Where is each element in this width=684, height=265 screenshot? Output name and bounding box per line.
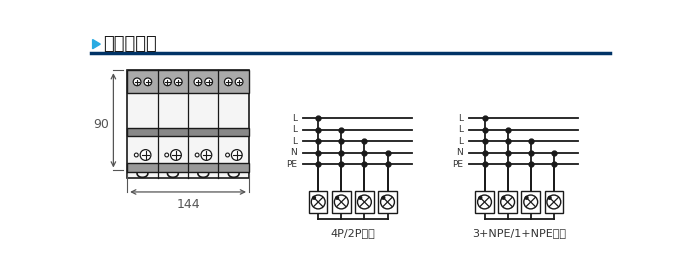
Circle shape — [205, 78, 213, 86]
Circle shape — [311, 195, 325, 209]
Text: 144: 144 — [176, 198, 200, 211]
Circle shape — [524, 195, 538, 209]
Bar — [544, 191, 563, 213]
Circle shape — [477, 195, 492, 209]
Circle shape — [170, 150, 181, 160]
Circle shape — [163, 78, 171, 86]
Bar — [127, 163, 249, 172]
Circle shape — [165, 153, 169, 157]
Bar — [355, 191, 373, 213]
Circle shape — [194, 78, 202, 86]
Circle shape — [336, 196, 339, 199]
Circle shape — [231, 150, 242, 160]
Bar — [127, 128, 249, 136]
Text: PE: PE — [452, 160, 463, 169]
Text: L: L — [458, 137, 463, 146]
Text: L: L — [458, 125, 463, 134]
Circle shape — [226, 153, 229, 157]
Bar — [378, 191, 397, 213]
Circle shape — [144, 78, 152, 86]
Bar — [499, 191, 517, 213]
Circle shape — [224, 78, 232, 86]
Circle shape — [382, 196, 384, 199]
Bar — [127, 70, 249, 93]
Circle shape — [380, 195, 395, 209]
Circle shape — [140, 150, 151, 160]
Text: L: L — [458, 113, 463, 122]
Text: 90: 90 — [94, 118, 109, 131]
Circle shape — [359, 196, 362, 199]
Bar — [127, 70, 249, 178]
Text: N: N — [456, 148, 463, 157]
Bar — [127, 70, 249, 93]
Circle shape — [334, 195, 348, 209]
Circle shape — [547, 195, 561, 209]
Text: 3+NPE/1+NPE模式: 3+NPE/1+NPE模式 — [472, 228, 566, 238]
Text: L: L — [291, 125, 297, 134]
Circle shape — [174, 78, 182, 86]
Circle shape — [134, 153, 138, 157]
Bar — [309, 191, 328, 213]
Text: 4P/2P模式: 4P/2P模式 — [330, 228, 376, 238]
Bar — [127, 128, 249, 136]
Bar — [475, 191, 494, 213]
Circle shape — [235, 78, 243, 86]
Text: N: N — [290, 148, 297, 157]
Text: PE: PE — [286, 160, 297, 169]
Text: 尺寸原理图: 尺寸原理图 — [103, 35, 157, 53]
Circle shape — [358, 195, 371, 209]
Circle shape — [525, 196, 528, 199]
Circle shape — [479, 196, 482, 199]
Circle shape — [133, 78, 141, 86]
Circle shape — [502, 196, 505, 199]
Text: L: L — [291, 113, 297, 122]
Bar — [332, 191, 350, 213]
Text: L: L — [291, 137, 297, 146]
Circle shape — [201, 150, 212, 160]
Circle shape — [549, 196, 551, 199]
Polygon shape — [92, 39, 101, 49]
Bar — [521, 191, 540, 213]
Circle shape — [195, 153, 199, 157]
Circle shape — [313, 196, 315, 199]
Circle shape — [501, 195, 514, 209]
Bar — [127, 163, 249, 172]
